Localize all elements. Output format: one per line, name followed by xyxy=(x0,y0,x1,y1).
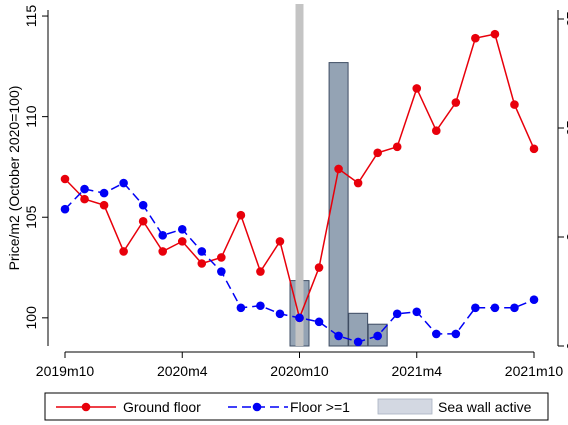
data-point xyxy=(80,194,89,204)
data-point xyxy=(236,210,246,220)
data-point xyxy=(451,98,461,107)
data-point xyxy=(334,331,343,341)
y-tick-label: 110 xyxy=(23,105,39,128)
data-point xyxy=(471,33,480,43)
y-tick-label: 105 xyxy=(23,205,39,229)
data-point xyxy=(451,329,461,339)
data-point xyxy=(256,267,265,276)
data-point xyxy=(60,174,70,184)
data-point xyxy=(177,225,187,234)
data-point xyxy=(490,29,500,39)
data-point xyxy=(529,144,539,154)
data-point xyxy=(197,259,207,268)
data-point xyxy=(80,184,89,194)
data-point xyxy=(353,337,363,347)
y-tick-label: 115 xyxy=(23,5,39,28)
data-point xyxy=(529,295,539,305)
data-point xyxy=(373,148,382,158)
data-point xyxy=(490,303,500,313)
data-point xyxy=(236,303,246,313)
data-point xyxy=(119,178,128,188)
legend: Ground floor Floor >=1 Sea wall active xyxy=(44,392,549,421)
y-tick-label: 100 xyxy=(23,306,39,330)
data-point xyxy=(314,263,324,272)
data-point xyxy=(177,237,187,246)
sea-wall-marker xyxy=(295,4,304,346)
data-point xyxy=(510,303,519,313)
data-point xyxy=(471,303,480,313)
data-point xyxy=(510,100,519,109)
x-tick-label: 2020m4 xyxy=(157,363,208,379)
x-tick-label: 2019m10 xyxy=(36,363,95,379)
x-tick-label: 2021m10 xyxy=(505,363,564,379)
y2-tick-label: 10 xyxy=(564,120,568,136)
legend-ground-label: Ground floor xyxy=(123,399,201,415)
x-tick-label: 2020m10 xyxy=(270,363,329,379)
data-point xyxy=(353,178,363,188)
data-point xyxy=(275,237,285,246)
legend-ground-marker xyxy=(81,402,91,412)
data-point xyxy=(138,216,148,226)
y2-tick-label: 5 xyxy=(564,233,568,241)
data-point xyxy=(275,309,285,319)
data-point xyxy=(138,200,148,210)
data-point xyxy=(334,164,343,174)
data-point xyxy=(431,126,441,136)
legend-seawall-label: Sea wall active xyxy=(438,399,532,415)
y2-tick-label: 15 xyxy=(564,11,568,27)
data-point xyxy=(119,247,128,256)
data-point xyxy=(158,231,168,240)
sea-wall-bar xyxy=(328,62,349,347)
data-point xyxy=(217,253,226,262)
data-point xyxy=(99,200,109,210)
legend-box xyxy=(44,392,549,421)
x-tick-label: 2021m4 xyxy=(391,363,442,379)
axes: 2019m10 2020m4 2020m10 2021m4 2021m101001051… xyxy=(23,5,568,379)
series-layer xyxy=(60,29,539,347)
data-point xyxy=(431,329,441,339)
legend-floor-label: Floor >=1 xyxy=(290,399,350,415)
data-point xyxy=(99,188,109,198)
sea-wall-bars xyxy=(289,62,388,347)
data-point xyxy=(314,317,324,327)
data-point xyxy=(412,307,422,317)
data-point xyxy=(60,204,70,214)
y2-tick-label: 0 xyxy=(564,342,568,350)
y-axis-title: Price/m2 (October 2020=100) xyxy=(6,86,22,271)
data-point xyxy=(158,247,168,256)
data-point xyxy=(392,142,402,152)
legend-seawall-swatch xyxy=(377,398,433,415)
data-point xyxy=(392,309,402,319)
data-point xyxy=(197,247,207,256)
data-point xyxy=(295,313,304,323)
data-point xyxy=(217,267,226,276)
legend-floor-marker xyxy=(252,402,262,412)
data-point xyxy=(412,84,422,93)
data-point xyxy=(256,301,265,311)
data-point xyxy=(373,331,382,341)
